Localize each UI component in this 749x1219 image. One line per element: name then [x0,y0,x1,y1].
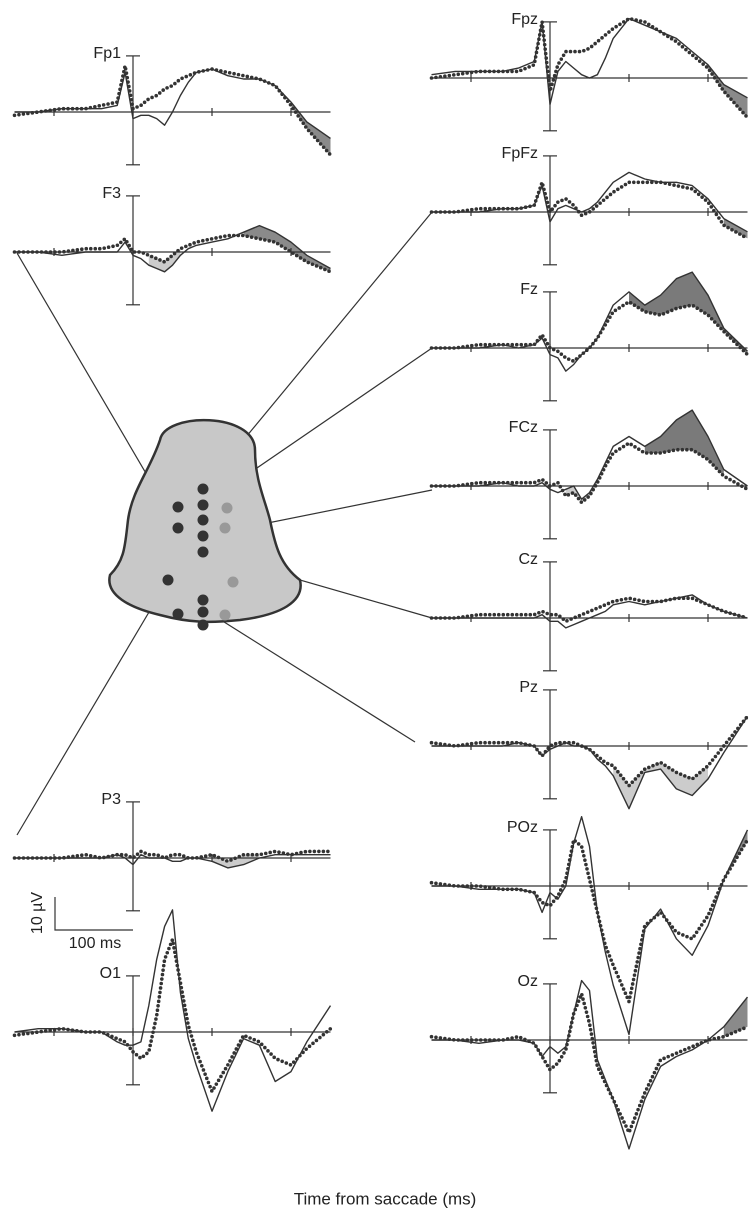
panel: Cz [429,551,749,672]
panel-label: O1 [100,965,121,982]
solid-trace [431,171,748,233]
scale-bar: 10 µV 100 ms [29,892,133,952]
electrode [162,574,174,586]
solid-trace [14,854,331,869]
panel-label: Fpz [511,11,538,28]
electrode [227,576,239,588]
electrode [197,483,209,495]
connector [16,579,169,836]
panel-label: Fp1 [93,45,121,62]
panel-label: FpFz [502,145,538,162]
dotted-trace [12,937,333,1094]
electrode [197,514,209,526]
electrode [172,501,184,513]
panel-label: F3 [102,185,121,202]
panel-label: Oz [518,973,538,990]
electrode [197,619,209,631]
difference-shade [613,762,708,809]
dotted-trace [429,180,749,241]
electrode [172,522,184,534]
electrodes [162,483,239,631]
dotted-trace [429,714,749,788]
electrode [197,594,209,606]
electrode [219,522,231,534]
panel-label: FCz [509,419,538,436]
scale-bar-x-label: 100 ms [69,935,121,952]
solid-trace [431,409,748,500]
solid-trace [431,17,748,106]
panel-label: P3 [101,791,121,808]
scale-bar-lines [54,897,133,931]
dotted-trace [12,64,333,157]
difference-shade [148,248,181,272]
x-axis-label: Time from saccade (ms) [294,1189,477,1208]
scale-bar-y-label: 10 µV [29,892,46,934]
difference-shade [723,218,748,239]
dotted-trace [12,233,333,274]
difference-shade [629,272,748,355]
panel: FpFz [429,145,749,266]
dotted-trace [429,596,749,624]
dotted-trace [429,992,749,1135]
panel: POz [429,816,749,1036]
difference-shade [723,997,748,1037]
electrode [197,530,209,542]
solid-trace [431,715,749,810]
panel: Fp1 [12,45,333,166]
solid-trace [14,224,331,273]
electrode [219,609,231,621]
electrode [197,546,209,558]
panel-label: Pz [519,679,538,696]
connector [204,609,416,743]
panel: Oz [429,973,749,1150]
panel: Fpz [429,11,749,132]
electrode [172,608,184,620]
panel: Pz [429,679,749,810]
dotted-trace [429,441,749,505]
solid-trace [14,68,331,139]
panel: P3 [12,791,333,912]
dotted-trace [429,300,749,363]
panel: O1 [12,909,333,1112]
difference-shade [644,410,724,477]
panel-label: POz [507,819,538,836]
electrode [197,606,209,618]
dotted-trace [429,16,749,120]
dotted-trace [429,838,749,1004]
panel: Fz [429,271,749,402]
solid-trace [431,979,749,1150]
panel: F3 [12,185,333,306]
dotted-trace [12,849,333,864]
electrode [197,499,209,511]
solid-trace [431,594,748,629]
panel-label: Cz [518,551,538,568]
panel-label: Fz [520,281,538,298]
panel: FCz [429,409,749,540]
electrode [221,502,233,514]
